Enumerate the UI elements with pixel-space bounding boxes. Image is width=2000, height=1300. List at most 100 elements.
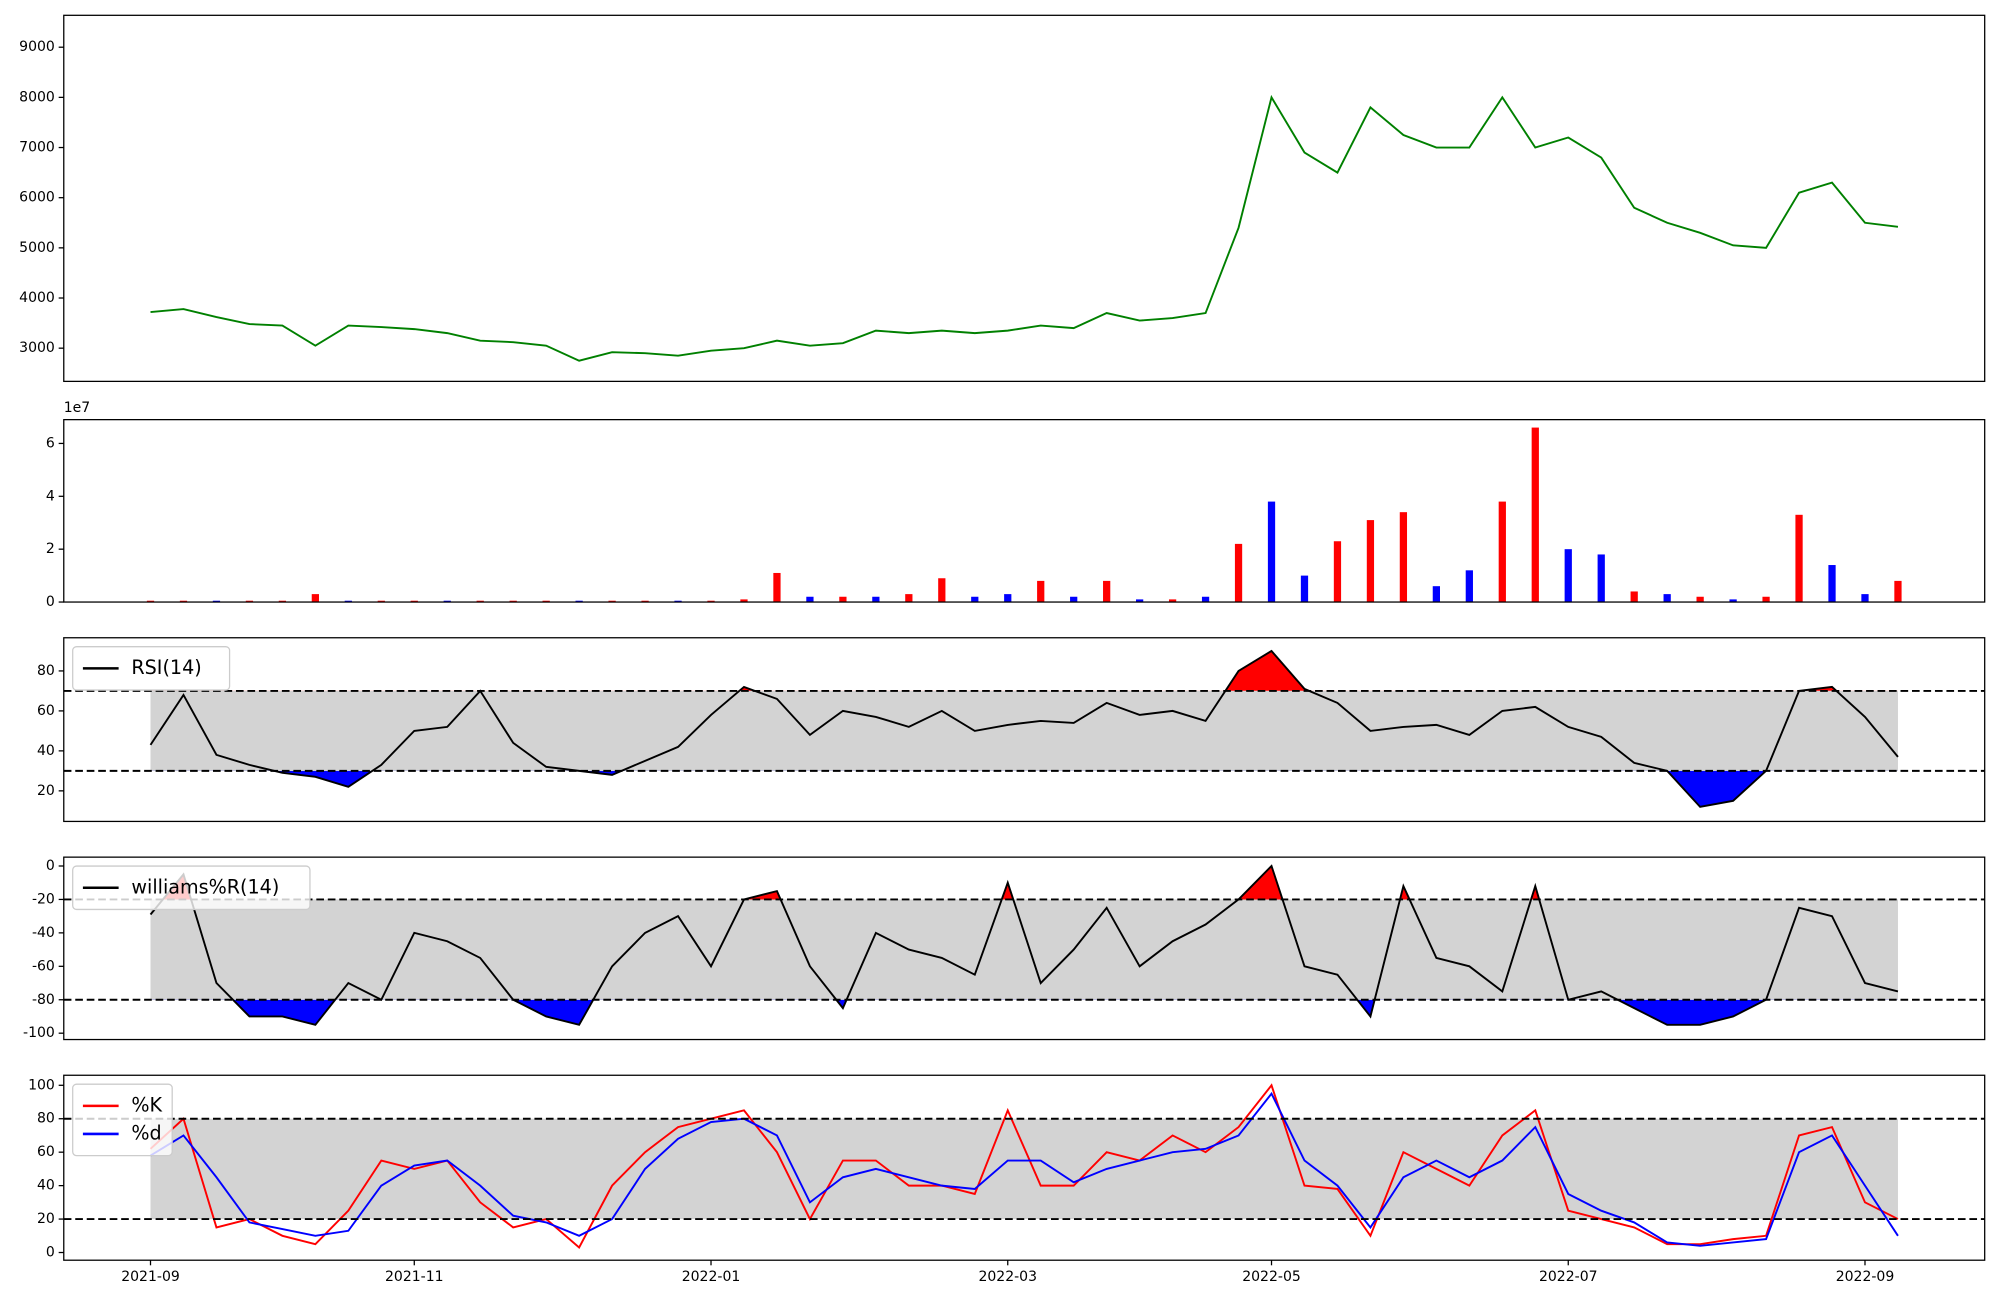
- y-tick-label: 6: [46, 435, 55, 451]
- x-tick-label: 2022-07: [1539, 1269, 1598, 1285]
- y-tick-label: 5000: [19, 240, 55, 256]
- bar: [1696, 596, 1704, 603]
- x-tick-label: 2022-09: [1836, 1269, 1895, 1285]
- y-tick-label: 8000: [19, 89, 55, 105]
- axes-frame: [63, 14, 1986, 383]
- bar: [1564, 549, 1572, 603]
- bar: [641, 600, 649, 603]
- bar: [1366, 520, 1375, 603]
- plot-area: 300040005000600070008000900002461e720406…: [19, 14, 1986, 1285]
- bar: [971, 596, 979, 603]
- bar: [839, 596, 847, 603]
- y-tick-label: 0: [46, 1245, 55, 1261]
- bar: [1762, 596, 1770, 603]
- y-tick-label: -100: [23, 1025, 55, 1041]
- y-tick-label: 80: [37, 1111, 55, 1127]
- y-tick-label: -20: [32, 891, 55, 907]
- y-tick-label: 3000: [19, 340, 55, 356]
- legend-label: williams%R(14): [131, 875, 279, 898]
- legend-label: %K: [131, 1093, 162, 1116]
- bar: [1267, 501, 1276, 603]
- y-tick-label: 6000: [19, 190, 55, 206]
- bar: [1168, 599, 1177, 603]
- bar: [707, 600, 715, 603]
- threshold-fill: [150, 770, 1898, 807]
- y-tick-label: 40: [37, 743, 55, 759]
- y-tick-label: -80: [32, 992, 55, 1008]
- y-tick-label: 60: [37, 703, 55, 719]
- bar: [245, 600, 254, 603]
- bar: [410, 600, 418, 603]
- bar: [476, 600, 484, 603]
- bar: [740, 599, 748, 603]
- y-tick-label: 100: [28, 1077, 55, 1093]
- bar: [674, 600, 682, 603]
- bar: [938, 578, 946, 603]
- bar: [1531, 427, 1539, 603]
- bar: [1300, 575, 1309, 603]
- band: [150, 899, 1898, 1000]
- y-tick-label: 9000: [19, 39, 55, 55]
- y-tick-label: 4000: [19, 290, 55, 306]
- legend-box: [72, 646, 231, 691]
- bar: [1037, 580, 1045, 603]
- bar: [1795, 514, 1803, 603]
- series-line: [150, 1091, 1899, 1247]
- axes-frame: [63, 637, 1986, 823]
- bar: [608, 600, 616, 603]
- bar: [1498, 501, 1506, 603]
- y-tick-label: 60: [37, 1144, 55, 1160]
- y-tick-label: 0: [46, 594, 55, 610]
- bar: [1432, 586, 1440, 603]
- legend-label: %d: [131, 1121, 161, 1144]
- bar: [1136, 599, 1144, 603]
- bar: [1070, 596, 1078, 603]
- x-tick-label: 2022-05: [1242, 1269, 1301, 1285]
- bar: [1630, 591, 1638, 603]
- band: [150, 690, 1898, 771]
- bar: [1201, 596, 1210, 603]
- bar: [278, 600, 287, 603]
- bar: [872, 596, 880, 603]
- bar: [443, 600, 451, 603]
- legend-box: [72, 865, 311, 911]
- bar: [1894, 580, 1902, 603]
- bar: [1828, 565, 1836, 603]
- bar: [773, 572, 781, 603]
- bar: [1597, 554, 1605, 603]
- bar: [806, 596, 814, 603]
- band: [150, 1118, 1898, 1220]
- bar: [1333, 541, 1342, 603]
- y-tick-label: -60: [32, 958, 55, 974]
- series-line: [150, 94, 1899, 362]
- x-tick-label: 2021-11: [385, 1269, 444, 1285]
- y-tick-label: 7000: [19, 140, 55, 156]
- bar: [1729, 599, 1737, 603]
- y-tick-label: 20: [37, 783, 55, 799]
- bar: [542, 600, 550, 603]
- bar: [905, 594, 913, 603]
- bar: [1861, 594, 1869, 603]
- bar: [1465, 570, 1473, 603]
- series-line: [149, 864, 1899, 1026]
- bar: [1103, 580, 1111, 603]
- axes-frame: [63, 856, 1986, 1041]
- y-tick-label: 0: [46, 858, 55, 874]
- x-tick-label: 2022-01: [682, 1269, 741, 1285]
- bar: [212, 600, 221, 603]
- bar: [1234, 543, 1243, 603]
- threshold-fill: [150, 999, 1898, 1025]
- bar: [1399, 512, 1408, 603]
- bar: [1004, 594, 1012, 603]
- bar: [344, 600, 352, 603]
- bar: [1663, 594, 1671, 603]
- y-tick-label: -40: [32, 925, 55, 941]
- legend-label: RSI(14): [131, 656, 201, 679]
- axes-frame: [63, 1074, 1986, 1261]
- bar: [377, 600, 385, 603]
- y-tick-label: 4: [46, 488, 55, 504]
- y-tick-label: 40: [37, 1178, 55, 1194]
- x-tick-label: 2022-03: [978, 1269, 1037, 1285]
- bar: [146, 600, 155, 603]
